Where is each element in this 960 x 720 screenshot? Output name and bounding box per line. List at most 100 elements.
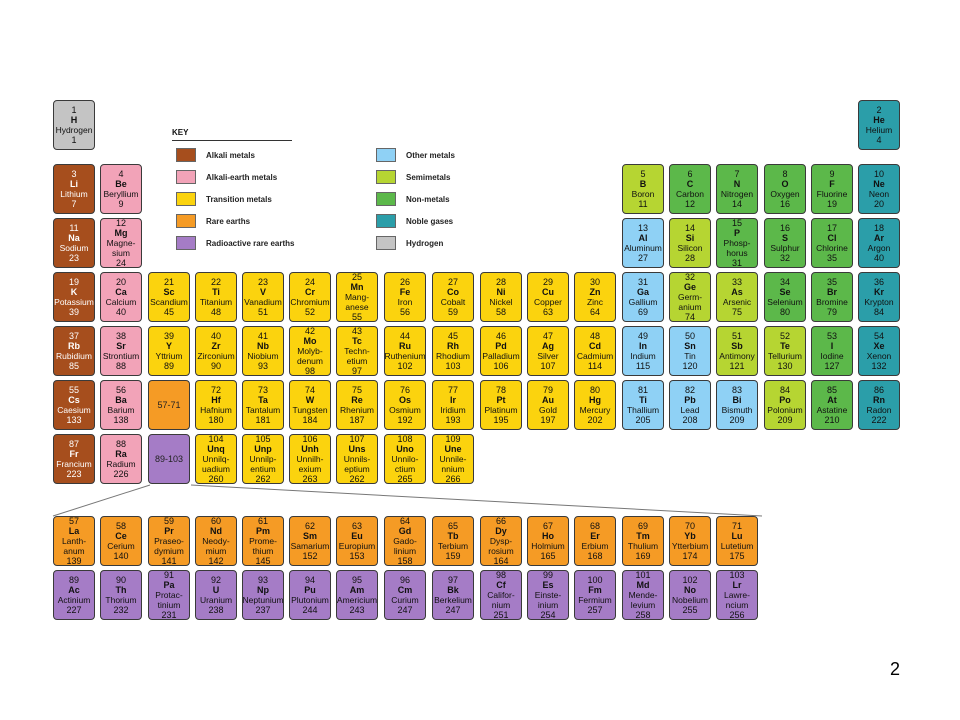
atomic-mass: 40 (115, 307, 126, 317)
element-symbol: Tb (447, 531, 459, 541)
atomic-number: 45 (447, 331, 458, 341)
key-label: Noble gases (406, 216, 454, 226)
element-ho: 67 Ho Holmium 165 (527, 516, 569, 566)
key-item: Noble gases (376, 214, 453, 228)
element-sm: 62 Sm Samarium 152 (289, 516, 331, 566)
element-name: Strontium (102, 351, 140, 361)
element-symbol: Unp (254, 444, 272, 454)
element-symbol: Fe (399, 287, 411, 297)
element-be: 4 Be Beryllium 9 (100, 164, 142, 214)
element-symbol: Zn (589, 287, 601, 297)
element-symbol: O (781, 179, 789, 189)
element-name: Ruthenium (384, 351, 426, 361)
element-symbol: Bk (447, 585, 459, 595)
key-label: Other metals (406, 150, 455, 160)
element-yb: 70 Yb Ytterbium 174 (669, 516, 711, 566)
element-se: 34 Se Selenium 80 (764, 272, 806, 322)
element-symbol: Cm (397, 585, 413, 595)
element-symbol: Ti (212, 287, 220, 297)
element-w: 74 W Tungsten 184 (289, 380, 331, 430)
element-name: Bromine (816, 297, 848, 307)
element-name: Americium (336, 595, 378, 605)
element-name: Mercury (579, 405, 611, 415)
element-name: Techn- etium (344, 346, 370, 366)
element-symbol: At (827, 395, 837, 405)
atomic-mass: 24 (115, 258, 126, 268)
element-cr: 24 Cr Chromium 52 (289, 272, 331, 322)
element-ti: 81 Ti Thallium 205 (622, 380, 664, 430)
element-symbol: Ta (258, 395, 268, 405)
element-er: 68 Er Erbium 168 (574, 516, 616, 566)
element-sb: 51 Sb Antimony 121 (716, 326, 758, 376)
key-label: Radioactive rare earths (206, 238, 295, 248)
atomic-mass: 142 (208, 556, 224, 566)
element-symbol: Ge (683, 282, 696, 292)
element-name: Radon (866, 405, 892, 415)
atomic-mass: 106 (493, 361, 509, 371)
element-symbol: H (70, 115, 78, 125)
element-symbol: I (830, 341, 834, 351)
atomic-number: 107 (349, 434, 365, 444)
element-symbol: N (733, 179, 741, 189)
element-name: Rubidium (56, 351, 92, 361)
element-name: Samarium (290, 541, 330, 551)
atomic-mass: 27 (637, 253, 648, 263)
element-symbol: U (212, 585, 220, 595)
element-symbol: Rb (68, 341, 80, 351)
key-item: Hydrogen (376, 236, 443, 250)
atomic-number: 8 (782, 169, 788, 179)
atomic-number: 101 (635, 570, 651, 580)
element-name: Aluminum (624, 243, 662, 253)
atomic-number: 104 (208, 434, 224, 444)
element-symbol: Mn (350, 282, 364, 292)
element-symbol: Mo (303, 336, 317, 346)
atomic-mass: 115 (635, 361, 651, 371)
atomic-number: 52 (779, 331, 790, 341)
atomic-number: 12 (115, 218, 126, 228)
element-symbol: Sb (731, 341, 743, 351)
element-symbol: Md (636, 580, 650, 590)
element-name: Nitrogen (720, 189, 754, 199)
element-symbol: B (639, 179, 647, 189)
atomic-mass: 165 (540, 551, 556, 561)
element-na: 11 Na Sodium 23 (53, 218, 95, 268)
atomic-number: 38 (115, 331, 126, 341)
atomic-mass: 103 (445, 361, 461, 371)
element-hf: 72 Hf Hafnium 180 (195, 380, 237, 430)
atomic-mass: 9 (118, 199, 124, 209)
element-symbol: Er (590, 531, 600, 541)
element-name: Unnils- eptium (343, 454, 371, 474)
atomic-mass: 257 (587, 605, 603, 615)
atomic-number: 28 (495, 277, 506, 287)
element-name: Nickel (489, 297, 513, 307)
element-name: Oxygen (770, 189, 800, 199)
element-ce: 58 Ce Cerium 140 (100, 516, 142, 566)
element-as: 33 As Arsenic 75 (716, 272, 758, 322)
atomic-mass: 193 (445, 415, 461, 425)
element-symbol: Na (68, 233, 80, 243)
key-item: Alkali-earth metals (176, 170, 277, 184)
key-label: Rare earths (206, 216, 251, 226)
element-ba: 56 Ba Barium 138 (100, 380, 142, 430)
atomic-number: 39 (163, 331, 174, 341)
element-name: Fermium (578, 595, 612, 605)
atomic-mass: 12 (684, 199, 695, 209)
element-sc: 21 Sc Scandium 45 (148, 272, 190, 322)
element-cd: 48 Cd Cadmium 114 (574, 326, 616, 376)
element-name: Tin (684, 351, 696, 361)
element-symbol: Hf (211, 395, 221, 405)
atomic-number: 93 (257, 575, 268, 585)
atomic-number: 30 (589, 277, 600, 287)
placeholder-89-103: 89-103 (148, 434, 190, 484)
atomic-number: 54 (873, 331, 884, 341)
element-symbol: Be (115, 179, 127, 189)
atomic-number: 71 (731, 521, 742, 531)
key-swatch (176, 192, 196, 206)
element-mg: 12 Mg Magne- sium 24 (100, 218, 142, 268)
atomic-mass: 243 (349, 605, 365, 615)
element-symbol: Sc (163, 287, 175, 297)
atomic-mass: 138 (113, 415, 129, 425)
element-symbol: Ce (115, 531, 127, 541)
element-mn: 25 Mn Mang- anese 55 (336, 272, 378, 322)
atomic-number: 11 (69, 223, 79, 233)
